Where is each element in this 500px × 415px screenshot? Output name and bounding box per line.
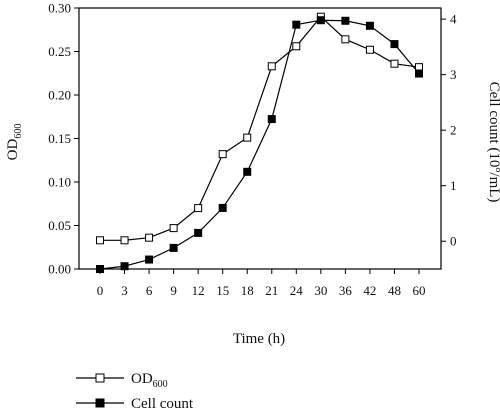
x-axis: 0 3 6 9 12 15 18 21 24 30 36 42 48 60 (97, 269, 426, 298)
x-tick-label: 21 (265, 283, 278, 298)
x-tick-label: 15 (216, 283, 229, 298)
od600-point (194, 204, 203, 213)
x-tick-label: 18 (241, 283, 254, 298)
x-tick-label: 6 (146, 283, 153, 298)
left-tick-label: 0.00 (48, 262, 71, 277)
x-tick-label: 60 (413, 283, 426, 298)
right-tick-label: 1 (450, 178, 457, 193)
right-y-axis: 0 1 2 3 4 (441, 12, 457, 249)
legend-item-cell-count: Cell count (76, 396, 194, 412)
left-tick-label: 0.30 (48, 1, 71, 16)
cell-count-point (365, 21, 374, 30)
series-layer (96, 12, 423, 273)
x-tick-label: 36 (339, 283, 353, 298)
axes (78, 7, 442, 270)
cell-count-point (169, 243, 178, 252)
cell-count-line (99, 19, 420, 270)
cell-count-point (120, 262, 129, 271)
x-tick-label: 0 (97, 283, 104, 298)
right-tick-label: 4 (450, 12, 457, 27)
x-tick-label: 42 (363, 283, 376, 298)
od600-point (96, 236, 104, 245)
od600-point (218, 150, 227, 159)
x-tick-label: 48 (388, 283, 401, 298)
od600-point (145, 233, 154, 242)
cell-count-point (218, 203, 227, 212)
x-axis-title: Time (h) (233, 331, 285, 347)
cell-count-point (292, 20, 301, 29)
x-tick-label: 24 (290, 283, 304, 298)
legend-label-od600: OD600 (131, 371, 168, 390)
cell-count-point (243, 167, 252, 176)
od600-point (169, 224, 178, 233)
od600-line (100, 15, 420, 241)
od600-point (341, 35, 350, 44)
left-tick-label: 0.20 (48, 88, 71, 103)
left-tick-label: 0.15 (48, 131, 71, 146)
cell-count-point (415, 69, 423, 78)
legend: OD600 Cell count (76, 371, 194, 412)
x-tick-label: 9 (170, 283, 177, 298)
right-tick-label: 0 (450, 234, 457, 249)
legend-label-cell-count: Cell count (131, 396, 194, 412)
cell-count-point (145, 255, 154, 264)
right-tick-label: 2 (450, 123, 457, 138)
x-tick-label: 30 (314, 283, 327, 298)
od600-point (120, 236, 129, 245)
series-cell-count (96, 16, 423, 273)
cell-count-point (316, 16, 325, 25)
legend-item-od600: OD600 (76, 371, 168, 390)
od600-point (365, 45, 374, 54)
right-y-axis-title: Cell count (108/mL) (486, 82, 500, 203)
cell-count-point (96, 265, 104, 273)
left-tick-label: 0.10 (48, 175, 71, 190)
left-y-axis-title: OD600 (5, 124, 24, 161)
legend-marker-open-square (95, 373, 105, 383)
left-tick-label: 0.05 (48, 218, 71, 233)
plot-frame (78, 7, 442, 270)
left-tick-label: 0.25 (48, 44, 71, 59)
od600-point (267, 62, 276, 71)
series-od600 (96, 12, 423, 245)
x-tick-label: 12 (192, 283, 205, 298)
legend-marker-filled-square (95, 398, 105, 408)
left-y-axis: 0.00 0.05 0.10 0.15 0.20 0.25 0.30 (48, 1, 79, 277)
right-tick-label: 3 (450, 67, 457, 82)
cell-count-point (390, 40, 399, 49)
cell-count-point (194, 228, 203, 237)
x-tick-label: 3 (121, 283, 128, 298)
od600-point (243, 133, 252, 142)
od600-point (390, 59, 399, 68)
cell-count-point (341, 16, 350, 25)
od600-point (292, 42, 301, 51)
cell-count-point (267, 115, 276, 124)
